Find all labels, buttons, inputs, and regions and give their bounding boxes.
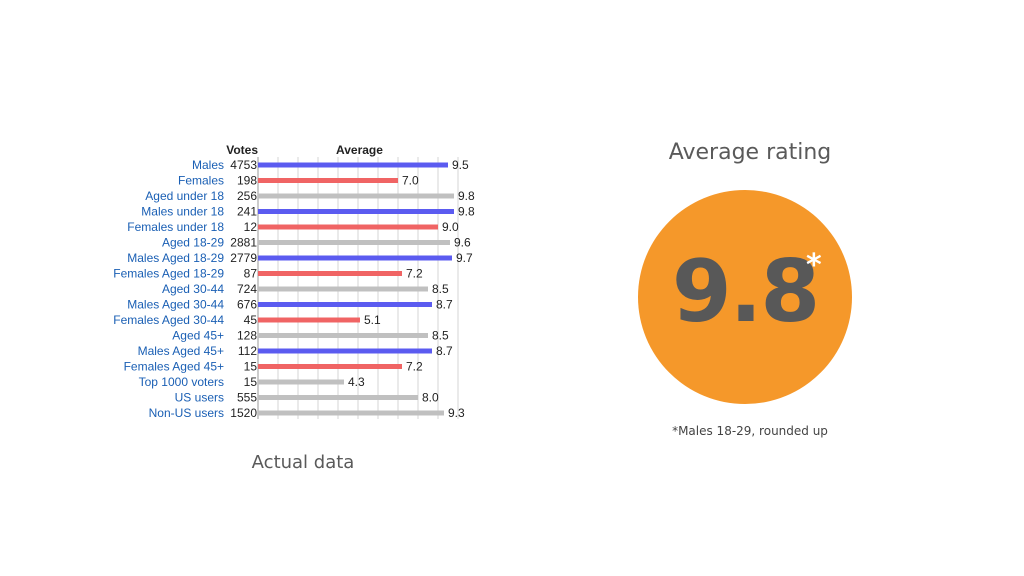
category-label: Aged 18-29 xyxy=(162,236,224,250)
category-label: Aged 30-44 xyxy=(162,282,224,296)
category-label: Males under 18 xyxy=(141,205,224,219)
votes-label: 2881 xyxy=(230,236,257,250)
votes-label: 555 xyxy=(237,391,257,405)
votes-header: Votes xyxy=(226,143,258,157)
votes-label: 112 xyxy=(238,344,257,358)
value-label: 7.2 xyxy=(406,360,423,374)
bar xyxy=(258,302,432,307)
value-label: 9.8 xyxy=(458,189,475,203)
votes-label: 241 xyxy=(237,205,257,219)
bar xyxy=(258,193,454,199)
votes-label: 15 xyxy=(244,360,258,374)
votes-label: 128 xyxy=(237,329,257,343)
votes-label: 198 xyxy=(237,174,257,188)
rating-circle: 9.8 * xyxy=(638,190,852,404)
category-label: Aged under 18 xyxy=(145,189,224,203)
category-label: Females Aged 18-29 xyxy=(113,267,224,281)
bar xyxy=(258,255,452,261)
bar xyxy=(258,162,448,168)
value-label: 9.0 xyxy=(442,220,459,234)
chart-caption: Actual data xyxy=(251,452,355,473)
votes-label: 15 xyxy=(244,375,258,389)
votes-label: 45 xyxy=(244,313,258,327)
category-label: Females Aged 45+ xyxy=(124,360,224,374)
rating-value: 9.8 xyxy=(671,242,820,342)
bar xyxy=(258,240,450,245)
category-label: Females Aged 30-44 xyxy=(113,313,224,327)
value-label: 9.7 xyxy=(456,251,473,265)
bar xyxy=(258,317,360,323)
category-label: Males Aged 18-29 xyxy=(127,251,224,265)
value-label: 7.0 xyxy=(402,174,419,188)
average-rating-title: Average rating xyxy=(668,140,832,165)
bar xyxy=(258,395,418,400)
bar xyxy=(258,271,402,276)
value-label: 9.3 xyxy=(448,406,465,420)
bar xyxy=(258,333,428,338)
bar xyxy=(258,224,438,230)
votes-label: 87 xyxy=(244,267,258,281)
value-label: 8.5 xyxy=(432,329,449,343)
value-label: 8.0 xyxy=(422,391,439,405)
category-label: Males Aged 30-44 xyxy=(127,298,224,312)
bar xyxy=(258,379,344,385)
votes-label: 256 xyxy=(237,189,257,203)
votes-label: 12 xyxy=(244,220,258,234)
value-label: 8.7 xyxy=(436,344,453,358)
value-label: 9.6 xyxy=(454,236,471,250)
value-label: 4.3 xyxy=(348,375,365,389)
ratings-bar-chart: Votes Average Males 4753 9.5 Females 198 7.0 Age… xyxy=(113,143,475,420)
votes-label: 4753 xyxy=(230,158,257,172)
average-header: Average xyxy=(336,143,383,157)
bar xyxy=(258,178,398,183)
rating-footnote-marker: * xyxy=(806,248,822,283)
bar xyxy=(258,410,444,416)
votes-label: 2779 xyxy=(230,251,257,265)
bar xyxy=(258,348,432,354)
category-label: Males xyxy=(192,158,224,172)
bar xyxy=(258,209,454,214)
value-label: 9.8 xyxy=(458,205,475,219)
votes-label: 676 xyxy=(237,298,257,312)
rating-footnote: *Males 18-29, rounded up xyxy=(672,424,828,438)
votes-label: 724 xyxy=(237,282,257,296)
votes-label: 1520 xyxy=(230,406,257,420)
category-label: Females xyxy=(178,174,224,188)
value-label: 5.1 xyxy=(364,313,381,327)
category-label: US users xyxy=(175,391,224,405)
value-label: 7.2 xyxy=(406,267,423,281)
category-label: Top 1000 voters xyxy=(139,375,224,389)
category-label: Aged 45+ xyxy=(172,329,224,343)
value-label: 8.7 xyxy=(436,298,453,312)
category-label: Males Aged 45+ xyxy=(138,344,224,358)
bar xyxy=(258,364,402,369)
category-label: Non-US users xyxy=(149,406,224,420)
bar xyxy=(258,286,428,292)
category-label: Females under 18 xyxy=(127,220,224,234)
value-label: 8.5 xyxy=(432,282,449,296)
value-label: 9.5 xyxy=(452,158,469,172)
